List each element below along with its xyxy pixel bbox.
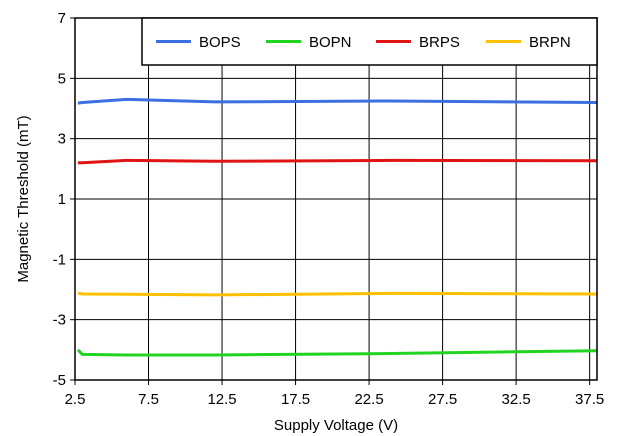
y-tick-label: -1 bbox=[53, 251, 66, 268]
series-line-brpn bbox=[77, 291, 597, 297]
series-line-brps bbox=[77, 158, 597, 165]
y-tick-label: 1 bbox=[58, 191, 66, 208]
y-tick-label: 3 bbox=[58, 131, 66, 148]
grid-lines bbox=[75, 18, 597, 380]
legend-label-bopn: BOPN bbox=[309, 34, 352, 51]
x-tick-label: 12.5 bbox=[207, 391, 236, 408]
legend-label-bops: BOPS bbox=[199, 34, 241, 51]
x-tick-label: 32.5 bbox=[502, 391, 531, 408]
x-tick-label: 17.5 bbox=[281, 391, 310, 408]
x-tick-label: 7.5 bbox=[138, 391, 159, 408]
x-tick-label: 37.5 bbox=[575, 391, 604, 408]
series-layer bbox=[76, 97, 597, 357]
y-axis-ticks: 7 5 3 1 -1 -3 -5 bbox=[53, 10, 75, 389]
x-axis-label: Supply Voltage (V) bbox=[274, 417, 398, 434]
legend-label-brps: BRPS bbox=[419, 34, 460, 51]
series-line-bops bbox=[77, 97, 597, 105]
x-axis-ticks: 2.5 7.5 12.5 17.5 22.5 27.5 32.5 37.5 bbox=[65, 380, 604, 408]
y-axis-label: Magnetic Threshold (mT) bbox=[15, 115, 32, 282]
x-tick-label: 27.5 bbox=[428, 391, 457, 408]
legend: BOPS BOPN BRPS BRPN bbox=[141, 17, 598, 66]
y-tick-label: -5 bbox=[53, 372, 66, 389]
y-tick-label: 5 bbox=[58, 70, 66, 87]
series-line-bopn bbox=[76, 348, 597, 357]
x-tick-label: 2.5 bbox=[65, 391, 86, 408]
x-tick-label: 22.5 bbox=[354, 391, 383, 408]
y-tick-label: -3 bbox=[53, 312, 66, 329]
y-tick-label: 7 bbox=[58, 10, 66, 27]
legend-label-brpn: BRPN bbox=[529, 34, 571, 51]
legend-box bbox=[141, 17, 598, 66]
